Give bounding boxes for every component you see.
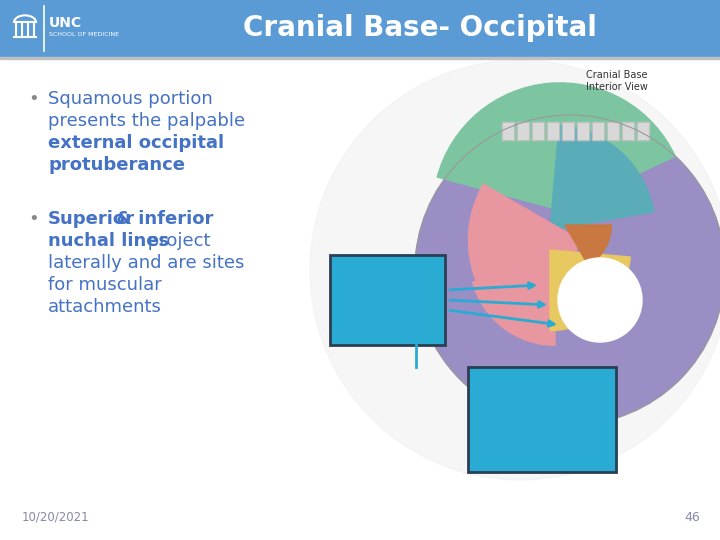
Text: •: •	[28, 210, 39, 228]
Bar	[517, 122, 529, 140]
Circle shape	[558, 258, 642, 342]
Text: for muscular: for muscular	[48, 276, 162, 294]
Text: Cranial Base- Occipital: Cranial Base- Occipital	[243, 15, 597, 42]
Wedge shape	[437, 83, 675, 210]
Wedge shape	[550, 125, 654, 230]
Bar	[607, 122, 619, 140]
Text: 10/20/2021: 10/20/2021	[22, 511, 89, 524]
Bar	[637, 122, 649, 140]
Bar	[532, 122, 544, 140]
Text: UNC: UNC	[49, 16, 82, 30]
Text: attachments: attachments	[48, 298, 162, 316]
Text: project: project	[142, 232, 210, 250]
Text: laterally and are sites: laterally and are sites	[48, 254, 244, 272]
Bar	[0, 59, 720, 540]
Text: & inferior: & inferior	[110, 210, 213, 228]
Wedge shape	[550, 250, 630, 330]
Circle shape	[415, 115, 720, 425]
Bar	[607, 122, 619, 140]
Text: external occipital: external occipital	[48, 134, 224, 152]
Text: •: •	[28, 90, 39, 108]
Bar	[0, 0, 720, 57]
Bar	[532, 122, 544, 140]
Text: nuchal lines: nuchal lines	[48, 232, 169, 250]
Bar	[547, 122, 559, 140]
Bar	[0, 57, 720, 59]
Bar	[517, 122, 529, 140]
Text: Squamous portion: Squamous portion	[48, 90, 212, 108]
Bar	[622, 122, 634, 140]
Bar	[577, 122, 589, 140]
Bar	[592, 122, 604, 140]
Bar	[562, 122, 574, 140]
Wedge shape	[469, 184, 580, 345]
Bar	[502, 122, 514, 140]
Text: presents the palpable: presents the palpable	[48, 112, 245, 130]
Text: 46: 46	[684, 511, 700, 524]
Wedge shape	[565, 225, 611, 265]
Bar	[502, 122, 514, 140]
Text: protuberance: protuberance	[48, 156, 185, 174]
Bar	[468, 367, 616, 472]
Text: Superior: Superior	[48, 210, 135, 228]
Bar	[577, 122, 589, 140]
Bar	[547, 122, 559, 140]
Bar	[637, 122, 649, 140]
Bar	[562, 122, 574, 140]
Bar	[330, 255, 445, 345]
Bar	[622, 122, 634, 140]
Text: SCHOOL OF MEDICINE: SCHOOL OF MEDICINE	[49, 32, 119, 37]
Wedge shape	[472, 260, 555, 345]
Bar	[592, 122, 604, 140]
Circle shape	[310, 60, 720, 480]
Text: Cranial Base
Interior View: Cranial Base Interior View	[586, 70, 648, 92]
